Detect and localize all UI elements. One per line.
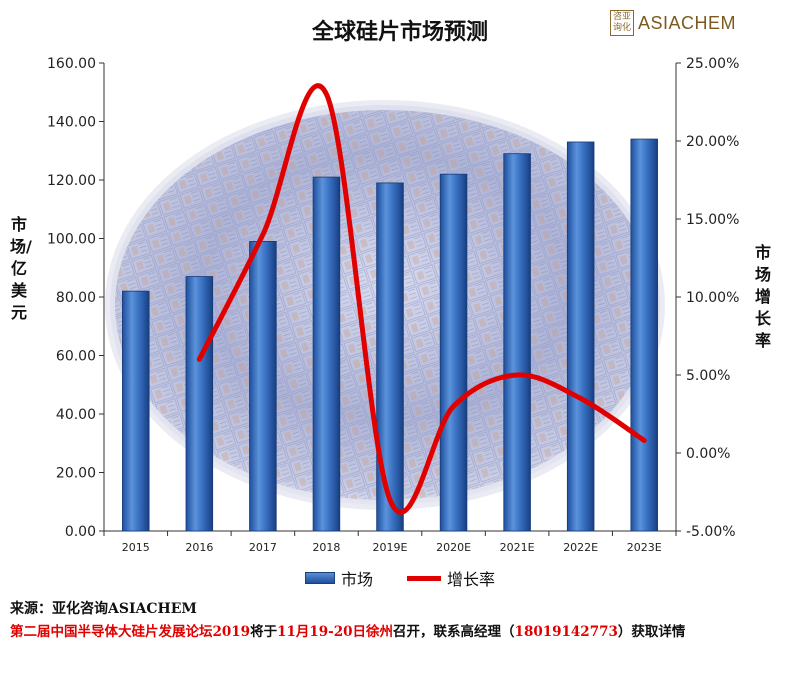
y2-tick-label: 10.00% <box>686 290 739 306</box>
bar-2016 <box>185 276 214 532</box>
x-tick-label: 2017 <box>249 541 277 554</box>
notice-part: 召开，联系高经理（ <box>393 624 515 640</box>
y2-tick-label: -5.00% <box>686 524 736 540</box>
y-tick-label: 60.00 <box>56 349 96 365</box>
logo-seal-text: 咨亚 询化 <box>612 12 631 33</box>
y2-axis-label: 市场增长率 <box>754 243 771 350</box>
notice-part: 第二届中国半导体大硅片发展论坛2019 <box>10 624 251 640</box>
notice-part: 将于 <box>250 624 278 640</box>
y-tick-label: 80.00 <box>56 290 96 306</box>
y2-tick-label: 20.00% <box>686 134 739 150</box>
source-note: 来源：亚化咨询ASIACHEM <box>10 601 197 617</box>
bar-2021E <box>503 153 531 532</box>
legend-swatch-line <box>407 575 441 581</box>
bar-2015 <box>122 290 150 532</box>
logo-seal-icon: 咨亚 询化 <box>609 10 634 36</box>
bar-2023E <box>630 138 658 532</box>
y-tick-label: 140.00 <box>47 115 96 131</box>
legend-swatch-bar <box>304 572 335 584</box>
y-tick-label: 100.00 <box>47 232 96 248</box>
legend-label-market: 市场 <box>340 570 373 589</box>
chart-title: 全球硅片市场预测 <box>311 19 488 45</box>
bar-series-market <box>122 138 658 532</box>
legend-item-growth: 增长率 <box>407 566 495 590</box>
y-tick-label: 40.00 <box>56 407 96 423</box>
logo-text: ASIACHEM <box>637 12 736 33</box>
event-notice: 第二届中国半导体大硅片发展论坛2019将于11月19-20日徐州召开，联系高经理… <box>10 620 794 640</box>
y-tick-label: 0.00 <box>65 524 96 540</box>
growth-rate-line <box>196 83 647 515</box>
x-tick-label: 2023E <box>627 541 662 554</box>
y2-tick-label: 15.00% <box>686 212 739 228</box>
line-series-growth <box>196 83 647 515</box>
notice-part: 11月19-20日徐州 <box>277 624 394 640</box>
notice-part: ）获取详情 <box>617 624 686 640</box>
bar-2018 <box>312 176 341 532</box>
tick-labels: 0.00 20.00 40.00 60.00 80.00 100.00 120.00 140.… <box>47 56 739 554</box>
y2-tick-label: 5.00% <box>686 368 730 384</box>
asiachem-logo: 咨亚 询化 ASIACHEM <box>609 10 736 36</box>
y2-tick-label: 0.00% <box>686 446 730 462</box>
notice-part: 18019142773 <box>514 624 618 640</box>
y-tick-label: 20.00 <box>56 466 96 482</box>
legend-label-growth: 增长率 <box>447 570 496 589</box>
x-tick-label: 2019E <box>373 541 408 554</box>
x-tick-label: 2016 <box>185 541 213 554</box>
bar-2022E <box>566 141 595 532</box>
bar-2019E <box>376 182 404 532</box>
bar-2017 <box>249 241 277 532</box>
y-axis-label: 市场/亿美元 <box>10 215 32 322</box>
y-tick-label: 160.00 <box>47 56 96 72</box>
chart-legend: 市场 增长率 <box>0 566 800 590</box>
y-tick-label: 120.00 <box>47 173 96 189</box>
x-tick-label: 2021E <box>500 541 535 554</box>
x-tick-label: 2022E <box>563 541 598 554</box>
legend-item-market: 市场 <box>304 566 373 590</box>
y2-tick-label: 25.00% <box>686 56 739 72</box>
x-tick-label: 2018 <box>312 541 340 554</box>
x-tick-label: 2020E <box>436 541 471 554</box>
bar-2020E <box>439 173 468 532</box>
x-tick-label: 2015 <box>122 541 150 554</box>
